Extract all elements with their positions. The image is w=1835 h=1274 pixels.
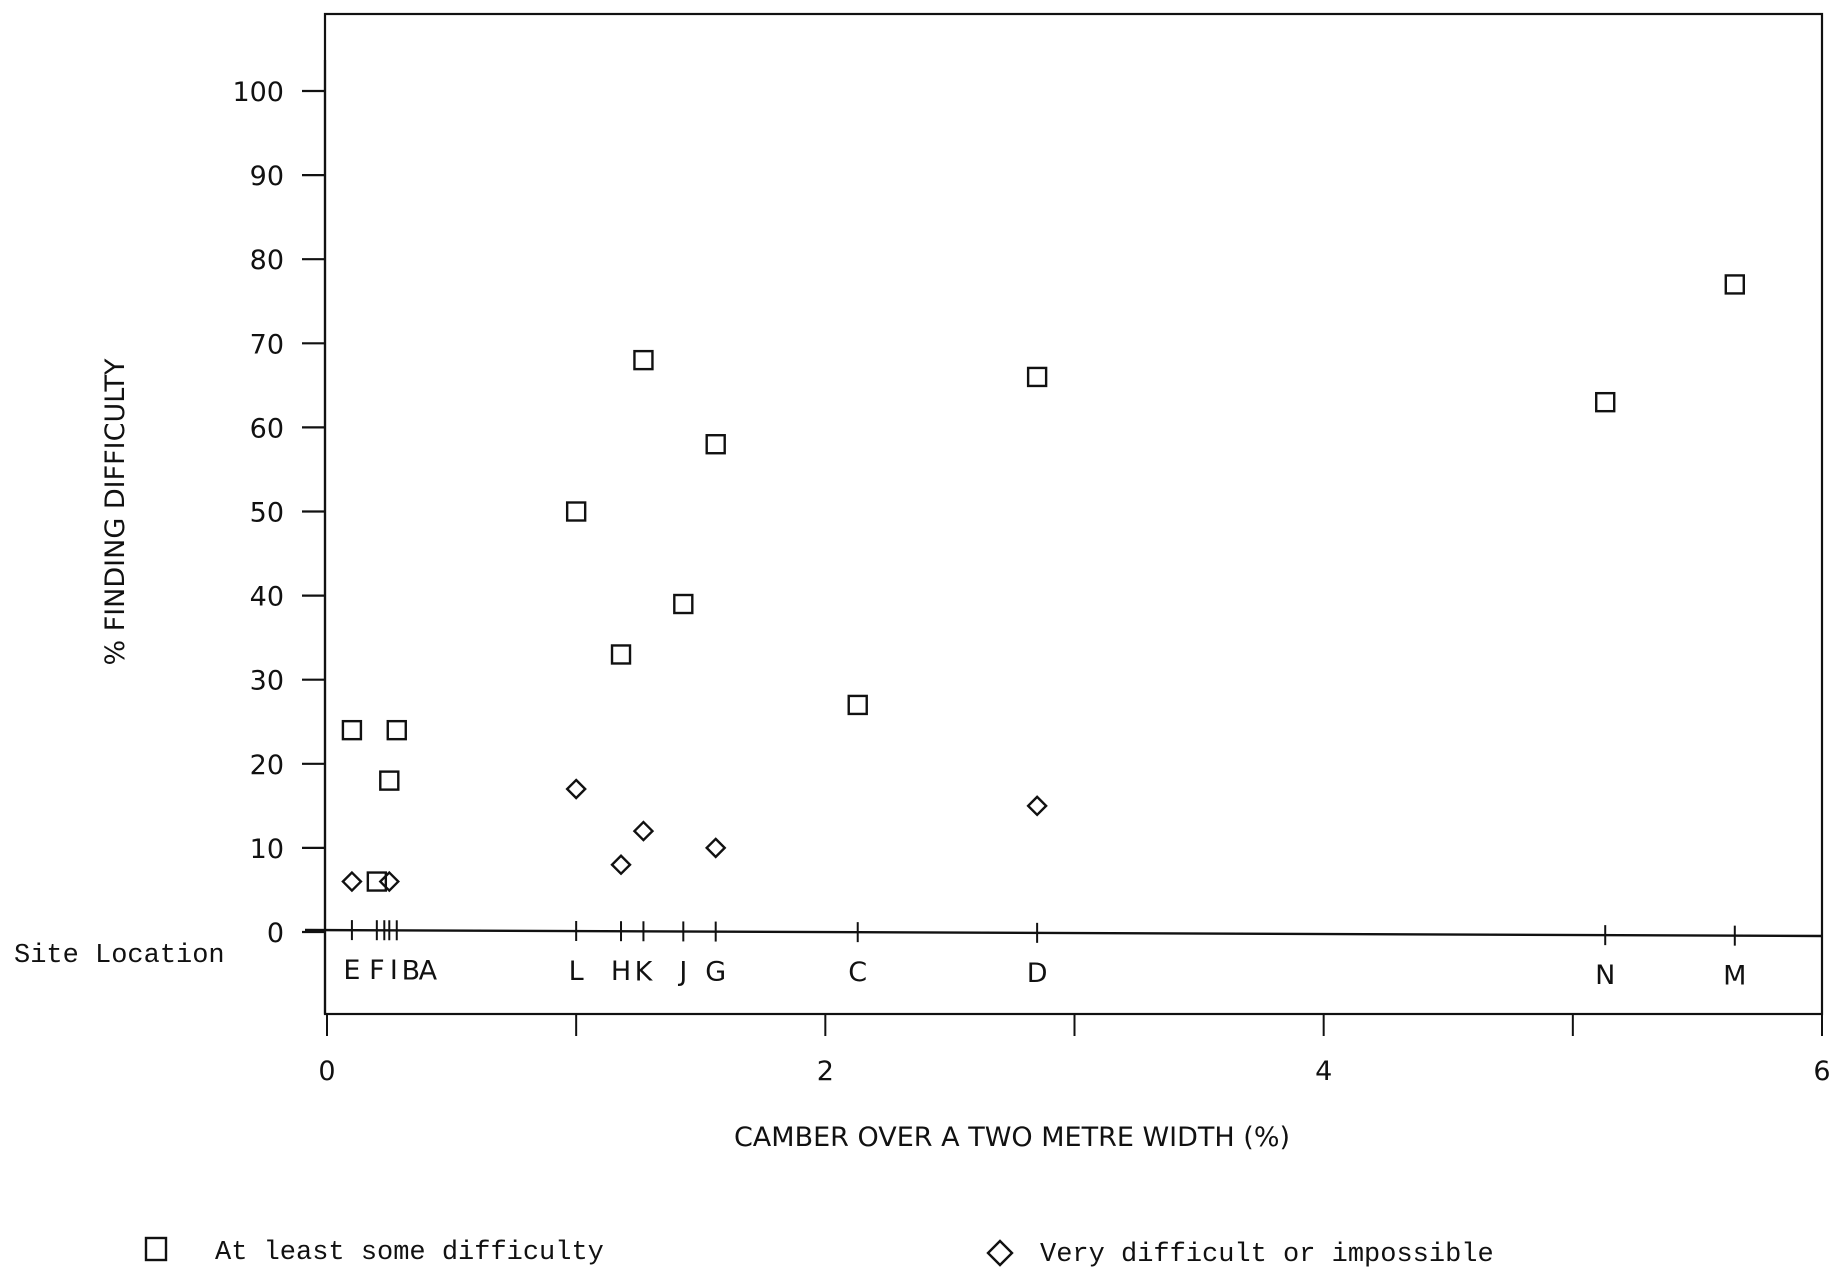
site-label: F: [369, 955, 385, 986]
square-point: [1724, 274, 1745, 295]
legend-square-icon: [144, 1236, 168, 1262]
x-axis-ticks: 0 2 4 6: [318, 1014, 1831, 1087]
site-label: E: [343, 955, 360, 986]
legend: At least some difficulty Very difficult …: [144, 1236, 1494, 1270]
square-point: [1026, 366, 1048, 388]
square-point: [1595, 391, 1616, 413]
y-tick-label: 60: [250, 413, 284, 444]
site-label: M: [1723, 961, 1746, 992]
square-point: [341, 719, 363, 741]
square-point: [633, 349, 654, 371]
y-tick-label: 90: [250, 161, 284, 192]
site-label: C: [848, 957, 867, 988]
site-axis-line: [304, 928, 1823, 938]
diamond-point: [565, 778, 587, 800]
site-label: D: [1027, 958, 1048, 989]
y-tick-label: 40: [250, 582, 284, 613]
diamond-point: [610, 854, 632, 876]
data-points: [341, 274, 1745, 893]
x-axis-label: CAMBER OVER A TWO METRE WIDTH (%): [734, 1122, 1290, 1153]
site-label: B: [402, 955, 421, 986]
site-label: H: [611, 956, 631, 987]
site-location-ticks: E F I BA L H K J G C D N M: [343, 920, 1746, 992]
site-label: I: [390, 955, 398, 986]
y-tick-label: 10: [250, 834, 284, 865]
y-tick-label: 30: [250, 666, 284, 697]
square-point: [565, 501, 587, 522]
legend-label-some-difficulty: At least some difficulty: [215, 1238, 604, 1268]
square-point: [847, 694, 868, 716]
y-tick-label: 20: [250, 750, 284, 781]
diamond-point: [632, 820, 655, 842]
diamond-point: [705, 837, 727, 859]
square-point: [366, 871, 388, 892]
site-label: G: [705, 957, 726, 988]
x-tick-label: 2: [817, 1056, 834, 1087]
y-tick-label: 50: [250, 498, 284, 529]
square-point: [610, 644, 632, 665]
x-tick-label: 6: [1813, 1056, 1830, 1087]
site-label: J: [677, 956, 687, 987]
site-location-label: Site Location: [14, 941, 225, 971]
y-axis-ticks: 0 10 20 30 40 50 60 70 80 90 100: [232, 77, 325, 949]
site-label: N: [1595, 960, 1615, 991]
square-point: [379, 770, 400, 791]
legend-diamond-icon: [986, 1239, 1014, 1267]
site-label: A: [419, 955, 438, 986]
diamond-point: [378, 870, 400, 893]
site-label: L: [569, 956, 584, 987]
square-point: [673, 593, 694, 615]
square-point: [705, 434, 726, 455]
diamond-point: [341, 870, 363, 893]
x-tick-label: 0: [318, 1056, 335, 1087]
legend-label-very-difficult: Very difficult or impossible: [1040, 1240, 1494, 1269]
site-label: K: [635, 956, 654, 987]
y-tick-label: 100: [232, 77, 284, 108]
x-tick-label: 4: [1315, 1056, 1332, 1087]
y-tick-label: 80: [250, 245, 284, 276]
y-tick-label: 0: [267, 918, 284, 949]
y-tick-label: 70: [250, 329, 284, 360]
square-point: [386, 719, 407, 741]
diamond-point: [1026, 795, 1048, 817]
y-axis-label: % FINDING DIFFICULTY: [100, 358, 131, 666]
